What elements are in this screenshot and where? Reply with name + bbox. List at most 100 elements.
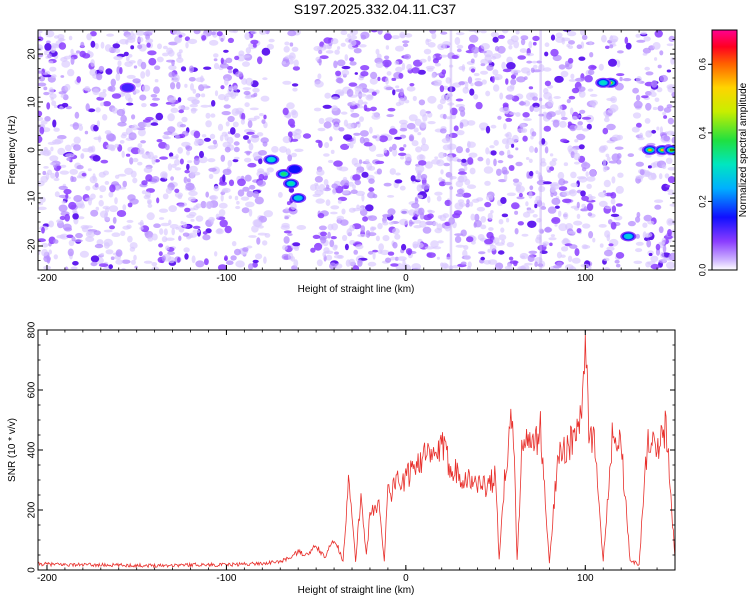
heatmap-speckle (602, 159, 607, 167)
heatmap-speckle (242, 61, 250, 67)
heatmap-speckle (230, 127, 236, 135)
heatmap-speckle (98, 65, 105, 72)
heatmap-speckle (667, 117, 675, 125)
heatmap-speckle (213, 58, 218, 62)
heatmap-speckle (302, 133, 312, 139)
heatmap-speckle (291, 46, 299, 52)
heatmap-speckle (441, 138, 451, 144)
heatmap-speckle (456, 48, 462, 53)
heatmap-speckle (186, 214, 195, 219)
heatmap-speckle (477, 156, 484, 162)
heatmap-speckle (43, 91, 50, 96)
heatmap-speckle (62, 94, 69, 101)
heatmap-speckle (115, 73, 121, 81)
heatmap-speckle (129, 157, 134, 165)
heatmap-speckle (519, 48, 528, 53)
heatmap-speckle (77, 216, 85, 220)
heatmap-speckle (162, 45, 168, 50)
heatmap-speckle (471, 46, 480, 54)
heatmap-speckle (155, 112, 164, 121)
heatmap-speckle (129, 246, 136, 252)
heatmap-speckle (522, 135, 528, 142)
heatmap-speckle (342, 234, 348, 242)
heatmap-speckle (160, 222, 170, 227)
heatmap-speckle (335, 70, 342, 77)
heatmap-speckle (124, 167, 134, 175)
heatmap-speckle (353, 132, 361, 136)
heatmap-speckle (480, 30, 487, 34)
heatmap-speckle (550, 234, 556, 238)
heatmap-speckle (397, 256, 407, 261)
heatmap-speckle (487, 212, 493, 221)
heatmap-speckle (93, 124, 99, 132)
heatmap-speckle (341, 65, 351, 70)
heatmap-speckle (250, 30, 257, 35)
heatmap-speckle (75, 232, 83, 239)
heatmap-speckle (452, 265, 459, 269)
heatmap-speckle (244, 32, 251, 40)
heatmap-speckle (324, 92, 332, 99)
heatmap-speckle (49, 162, 57, 166)
heatmap-speckle (503, 123, 507, 130)
heatmap-speckle (507, 38, 515, 46)
heatmap-speckle (244, 174, 252, 182)
heatmap-speckle (372, 135, 378, 139)
heatmap-speckle (103, 101, 111, 107)
heatmap-speckle (611, 134, 621, 142)
heatmap-speckle (282, 244, 288, 251)
heatmap-speckle (174, 188, 180, 193)
heatmap-speckle (504, 173, 508, 181)
heatmap-speckle (40, 120, 48, 125)
heatmap-speckle (369, 126, 373, 134)
heatmap-speckle (222, 168, 232, 175)
heatmap-speckle (663, 107, 672, 113)
heatmap-speckle (177, 257, 181, 263)
heatmap-speckle (224, 146, 231, 153)
heatmap-speckle (394, 136, 402, 140)
heatmap-speckle (502, 68, 512, 73)
heatmap-speckle (354, 85, 363, 92)
heatmap-speckle (455, 244, 465, 248)
heatmap-speckle (209, 39, 219, 46)
heatmap-speckle (168, 64, 177, 71)
heatmap-speckle (71, 236, 76, 242)
heatmap-speckle (355, 190, 366, 196)
heatmap-speckle (454, 37, 461, 45)
heatmap-speckle (121, 132, 128, 136)
heatmap-speckle (271, 146, 279, 153)
heatmap-speckle (471, 198, 480, 203)
heatmap-speckle (108, 205, 119, 213)
heatmap-speckle (322, 104, 332, 109)
heatmap-speckle (368, 250, 374, 255)
heatmap-speckle (258, 150, 267, 156)
heatmap-speckle (532, 41, 537, 46)
heatmap-speckle (579, 109, 586, 114)
heatmap-speckle (228, 195, 232, 200)
heatmap-speckle (212, 139, 218, 145)
heatmap-speckle (348, 258, 356, 266)
heatmap-speckle (158, 251, 163, 257)
heatmap-speckle (287, 131, 293, 138)
heatmap-speckle (232, 159, 239, 163)
heatmap-speckle (216, 31, 223, 37)
heatmap-speckle (566, 43, 570, 48)
heatmap-speckle (192, 225, 201, 229)
heatmap-speckle (171, 227, 175, 236)
heatmap-speckle (161, 255, 166, 262)
heatmap-speckle (167, 113, 175, 122)
heatmap-speckle (258, 173, 265, 181)
heatmap-speckle (549, 153, 554, 157)
heatmap-speckle (208, 167, 217, 172)
heatmap-speckle (635, 241, 644, 246)
heatmap-speckle (576, 176, 587, 180)
heatmap-speckle (399, 147, 405, 152)
heatmap-speckle (201, 35, 207, 41)
heatmap-speckle (577, 121, 583, 126)
heatmap-speckle (242, 247, 249, 252)
heatmap-speckle (209, 133, 216, 140)
heatmap-speckle (352, 174, 361, 181)
heatmap-speckle (446, 116, 451, 120)
heatmap-speckle (290, 202, 297, 211)
heatmap-speckle (72, 122, 80, 130)
